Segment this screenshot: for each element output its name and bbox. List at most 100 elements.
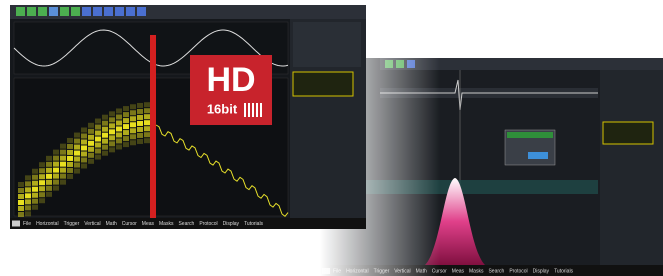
heat-cell xyxy=(95,155,101,160)
heat-cell xyxy=(18,200,24,205)
menu-item[interactable]: Math xyxy=(106,221,117,227)
heat-cell xyxy=(88,159,94,164)
heat-cell xyxy=(81,151,87,156)
heat-cell xyxy=(95,131,101,136)
menu-item[interactable]: Cursor xyxy=(122,221,137,227)
heat-cell xyxy=(32,199,38,204)
heat-cell xyxy=(144,102,150,107)
heat-cell xyxy=(95,119,101,124)
heat-cell xyxy=(60,168,66,173)
heat-cell xyxy=(60,150,66,155)
heat-cell xyxy=(81,145,87,150)
heat-cell xyxy=(88,129,94,134)
heat-cell xyxy=(46,180,52,185)
heat-cell xyxy=(88,135,94,140)
tool-icon xyxy=(49,7,58,16)
heat-cell xyxy=(130,104,136,109)
hd-badge: HD 16bit xyxy=(190,55,272,125)
heat-cell xyxy=(109,123,115,128)
heat-cell xyxy=(25,175,31,180)
tool-icon xyxy=(82,7,91,16)
heat-cell xyxy=(116,126,122,131)
heat-cell xyxy=(67,144,73,149)
tool-icon xyxy=(38,7,47,16)
heat-cell xyxy=(39,162,45,167)
menu-item[interactable]: Horizontal xyxy=(36,221,59,227)
heat-cell xyxy=(53,180,59,185)
heat-cell xyxy=(130,110,136,115)
heat-cell xyxy=(74,133,80,138)
heat-cell xyxy=(60,156,66,161)
heat-cell xyxy=(32,205,38,210)
heat-cell xyxy=(39,180,45,185)
heat-cell xyxy=(67,138,73,143)
tool-icon xyxy=(137,7,146,16)
menu-item[interactable]: Trigger xyxy=(64,221,80,227)
heat-cell xyxy=(95,125,101,130)
tool-icon xyxy=(93,7,102,16)
settings-box xyxy=(293,22,361,67)
heat-cell xyxy=(81,139,87,144)
heat-cell xyxy=(102,151,108,156)
heat-cell xyxy=(109,147,115,152)
menu-item[interactable]: File xyxy=(23,221,31,227)
heat-cell xyxy=(137,121,143,126)
heat-cell xyxy=(123,136,129,141)
heat-cell xyxy=(81,133,87,138)
heat-cell xyxy=(32,193,38,198)
heat-cell xyxy=(74,169,80,174)
heat-cell xyxy=(46,186,52,191)
divider-line xyxy=(150,35,156,225)
heat-cell xyxy=(116,114,122,119)
heat-cell xyxy=(116,138,122,143)
heat-cell xyxy=(130,128,136,133)
menu-item[interactable]: Masks xyxy=(159,221,174,227)
heat-cell xyxy=(144,126,150,131)
tool-icon xyxy=(16,7,25,16)
heat-cell xyxy=(39,198,45,203)
heat-cell xyxy=(116,120,122,125)
heat-cell xyxy=(32,175,38,180)
tool-icon xyxy=(60,7,69,16)
heat-cell xyxy=(95,149,101,154)
menu-item[interactable]: Display xyxy=(223,221,240,227)
heat-cell xyxy=(95,137,101,142)
heat-cell xyxy=(39,192,45,197)
heat-cell xyxy=(18,212,24,217)
heat-cell xyxy=(74,151,80,156)
heat-cell xyxy=(25,181,31,186)
heat-cell xyxy=(25,211,31,216)
heat-cell xyxy=(39,168,45,173)
heat-cell xyxy=(123,106,129,111)
heat-cell xyxy=(137,115,143,120)
menu-item[interactable]: Tutorials xyxy=(244,221,263,227)
heat-cell xyxy=(53,186,59,191)
heat-cell xyxy=(53,156,59,161)
heat-cell xyxy=(25,205,31,210)
heat-cell xyxy=(32,169,38,174)
menu-item[interactable]: Protocol xyxy=(199,221,217,227)
heat-cell xyxy=(81,163,87,168)
screenshot: File Horizontal Trigger Vertical Math Cursor M… xyxy=(0,0,663,276)
info-box xyxy=(293,72,353,96)
heat-cell xyxy=(60,144,66,149)
heat-cell xyxy=(95,143,101,148)
heat-cell xyxy=(144,138,150,143)
badge-title: HD xyxy=(206,61,255,99)
heat-cell xyxy=(116,132,122,137)
heat-cell xyxy=(130,134,136,139)
heat-cell xyxy=(109,129,115,134)
heat-cell xyxy=(116,108,122,113)
heat-cell xyxy=(46,168,52,173)
heat-cell xyxy=(102,115,108,120)
heat-cell xyxy=(109,141,115,146)
heat-cell xyxy=(18,188,24,193)
heat-cell xyxy=(53,168,59,173)
heat-cell xyxy=(53,174,59,179)
heat-cell xyxy=(67,168,73,173)
heat-cell xyxy=(137,133,143,138)
menu-item[interactable]: Search xyxy=(178,221,194,227)
menu-item[interactable]: Vertical xyxy=(84,221,100,227)
menu-item[interactable]: Meas xyxy=(142,221,155,227)
heat-cell xyxy=(32,181,38,186)
